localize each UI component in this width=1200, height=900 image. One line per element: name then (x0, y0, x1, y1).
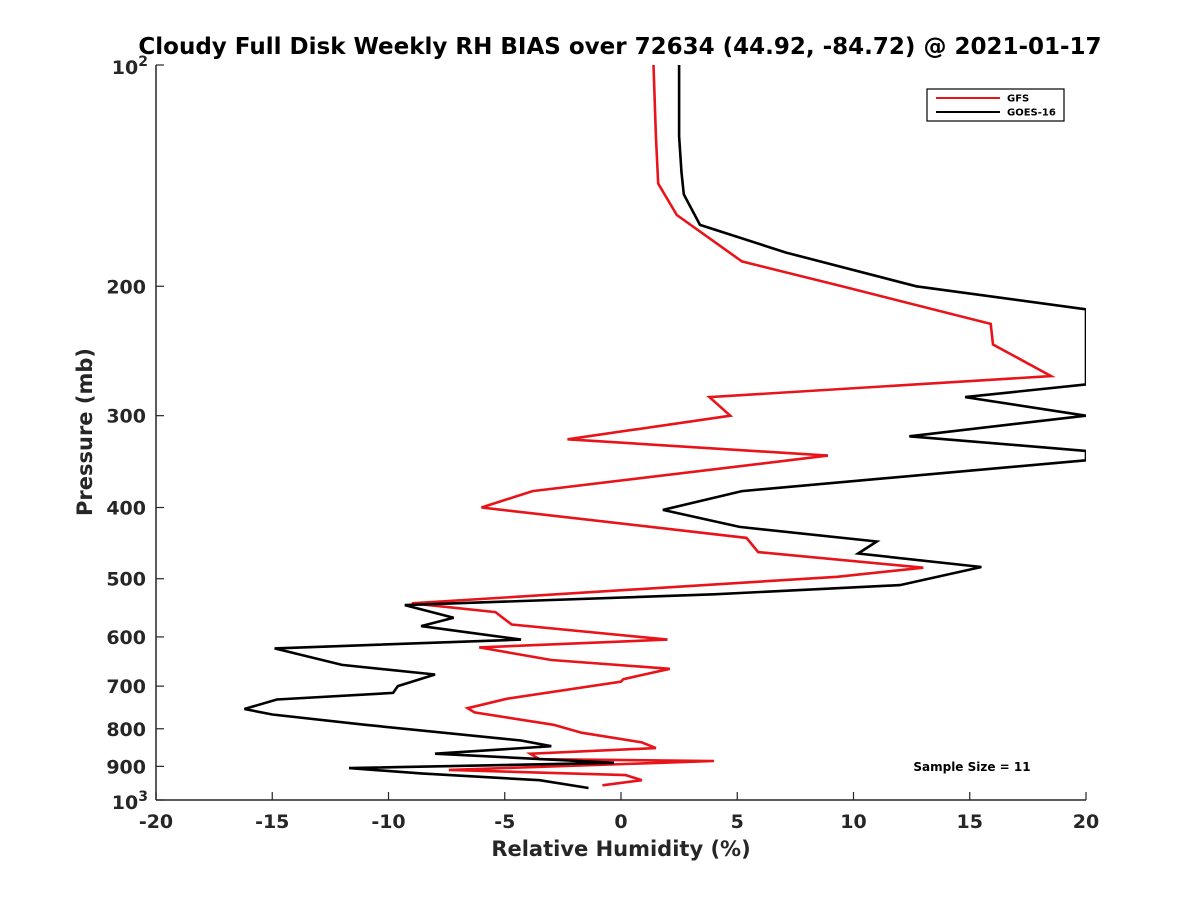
x-tick-label: 5 (731, 811, 744, 833)
legend-label-goes: GOES-16 (1007, 108, 1056, 119)
y-tick-label: 103 (112, 789, 148, 814)
chart-title: Cloudy Full Disk Weekly RH BIAS over 726… (138, 34, 1101, 60)
y-tick-label: 400 (106, 498, 146, 520)
y-tick-label: 600 (106, 627, 146, 649)
y-tick-label: 300 (106, 406, 146, 428)
x-tick-label: -15 (255, 811, 289, 833)
y-axis-label: Pressure (mb) (73, 348, 97, 516)
legend: GFS GOES-16 (926, 88, 1065, 122)
series-line-gfs (411, 65, 1056, 787)
series-layer (244, 65, 1086, 790)
y-tick-label: 900 (106, 756, 146, 778)
y-tick-label: 800 (106, 719, 146, 741)
axes: -20 -15 -10 -5 0 5 10 15 20 102 200 300 400 500 600 700… (106, 54, 1099, 833)
series-line-goes-16 (244, 65, 1086, 790)
sample-size-annotation: Sample Size = 11 (913, 760, 1030, 774)
y-tick-label: 500 (106, 569, 146, 591)
y-tick-label: 102 (112, 54, 148, 79)
y-tick-label: 200 (106, 276, 146, 298)
x-tick-label: 0 (614, 811, 627, 833)
x-tick-label: -5 (494, 811, 515, 833)
x-axis-label: Relative Humidity (%) (491, 837, 750, 861)
x-tick-label: -20 (139, 811, 173, 833)
legend-label-gfs: GFS (1007, 94, 1029, 105)
x-tick-label: 15 (957, 811, 983, 833)
legend-box (926, 88, 1065, 122)
x-tick-label: 20 (1073, 811, 1099, 833)
y-tick-label: 700 (106, 676, 146, 698)
x-tick-label: -10 (371, 811, 405, 833)
x-tick-label: 10 (840, 811, 866, 833)
